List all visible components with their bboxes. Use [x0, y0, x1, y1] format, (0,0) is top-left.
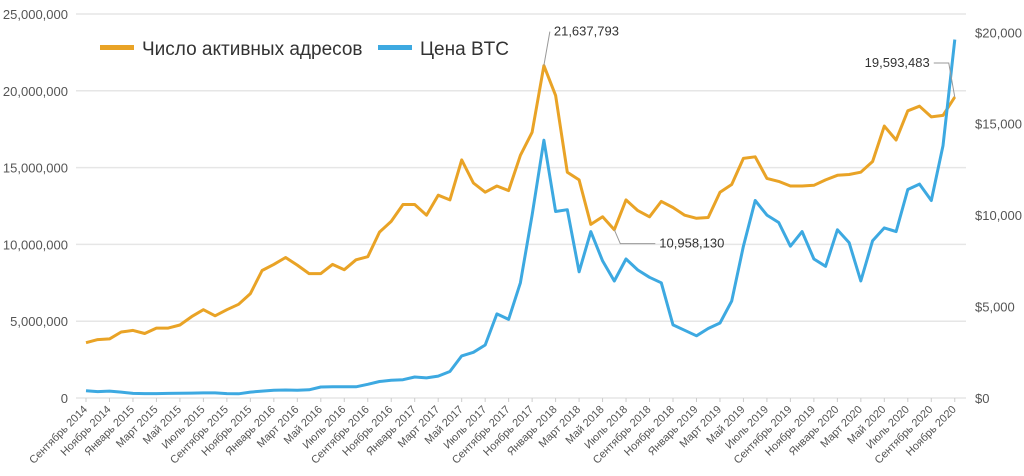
- legend-label-addresses: Число активных адресов: [142, 39, 363, 60]
- legend: Число активных адресов Цена BTC: [100, 39, 509, 60]
- annotation-label: 10,958,130: [659, 236, 724, 251]
- y-right-tick-label: $10,000: [975, 208, 1022, 223]
- y-left-tick-label: 5,000,000: [10, 314, 68, 329]
- y-right-tick-label: $5,000: [975, 300, 1015, 315]
- legend-swatch-price: [378, 45, 412, 50]
- y-left-tick-label: 25,000,000: [3, 7, 68, 22]
- legend-swatch-addresses: [100, 45, 134, 50]
- y-left-tick-label: 20,000,000: [3, 84, 68, 99]
- gridlines: [76, 13, 966, 399]
- annotations: 21,637,793 10,958,130 19,593,483: [543, 24, 956, 251]
- annotation-leader-line: [933, 62, 956, 98]
- y-left-tick-label: 0: [61, 391, 68, 406]
- annotation-label: 19,593,483: [865, 55, 930, 70]
- annotation-label: 21,637,793: [554, 24, 619, 39]
- y-right-tick-label: $15,000: [975, 117, 1022, 132]
- legend-label-price: Цена BTC: [420, 39, 509, 60]
- y-left-tick-label: 10,000,000: [3, 237, 68, 252]
- series-lines: [85, 39, 957, 396]
- annotation-leader-line: [613, 229, 656, 245]
- btc-price-line: [85, 39, 957, 396]
- active-addresses-line: [85, 64, 957, 345]
- y-left-tick-label: 15,000,000: [3, 161, 68, 176]
- right-y-axis: $0 $5,000 $10,000 $15,000 $20,000: [975, 25, 1022, 406]
- left-y-axis: 0 5,000,000 10,000,000 15,000,000 20,000,000…: [3, 7, 68, 406]
- annotation-leader-line: [543, 31, 551, 66]
- y-right-tick-label: $20,000: [975, 25, 1022, 40]
- y-right-tick-label: $0: [975, 391, 989, 406]
